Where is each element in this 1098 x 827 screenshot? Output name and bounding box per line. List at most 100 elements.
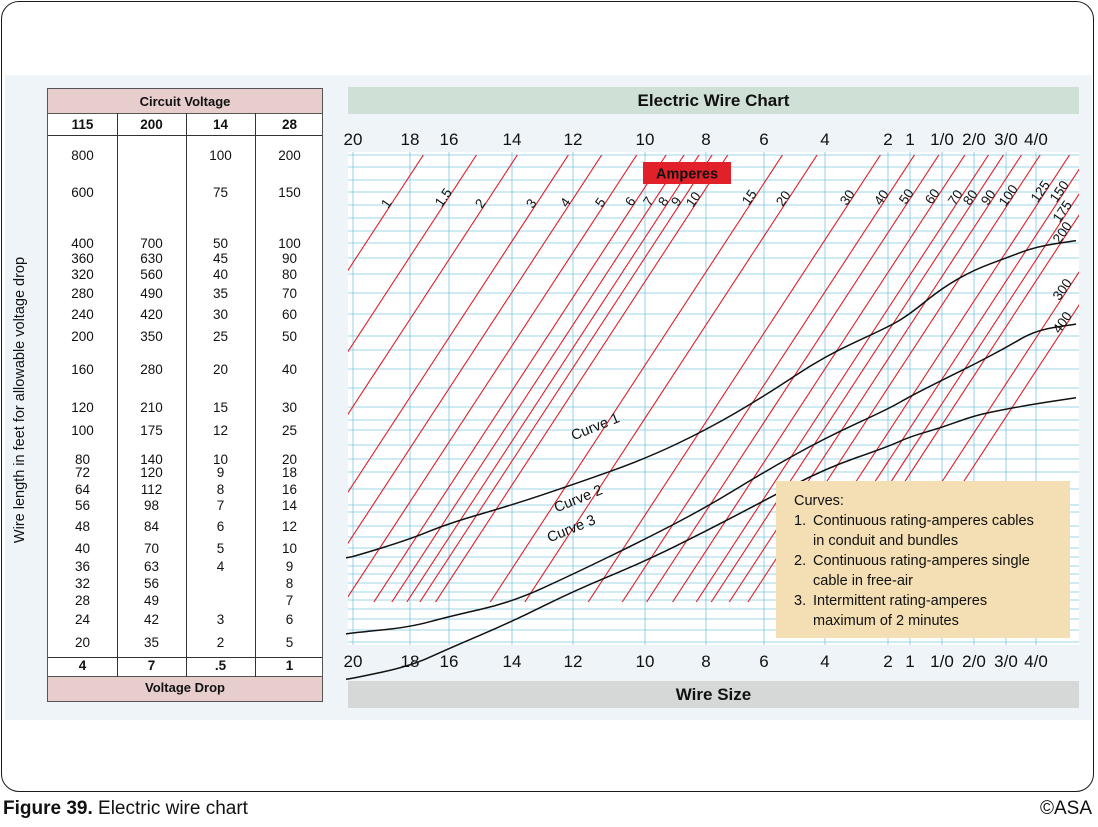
ampere-line-20 (524, 155, 818, 602)
voltage-table-cell: 90 (281, 251, 298, 266)
ampere-line-5 (348, 155, 638, 598)
voltage-column-header: 14 (212, 117, 229, 132)
voltage-table-cell: 140 (140, 452, 163, 467)
ampere-line-200 (825, 214, 1079, 602)
voltage-table-cell: 64 (74, 482, 91, 497)
x-tick-bottom: 2 (883, 652, 892, 671)
voltage-table-cell: 8 (216, 482, 225, 497)
x-tick-bottom: 8 (701, 652, 710, 671)
x-tick-top: 20 (344, 130, 363, 149)
ampere-line-1.5 (348, 155, 478, 353)
voltage-table-cell: 20 (281, 452, 298, 467)
voltage-table-cell: 40 (281, 362, 298, 377)
ampere-label: 15 (739, 187, 760, 208)
voltage-table-cell: 700 (140, 236, 163, 251)
x-tick-bottom: 10 (636, 652, 655, 671)
ampere-line-40 (621, 155, 916, 602)
voltage-table-cell: 4 (216, 559, 225, 574)
legend-item: 2. Continuous rating-amperes single cable … (794, 551, 1062, 591)
voltage-table-cell: 42 (143, 612, 160, 627)
voltage-table-cell: 50 (212, 236, 229, 251)
voltage-table-cell: 20 (74, 635, 91, 650)
voltage-table-cell: 84 (143, 519, 160, 534)
voltage-table-cell: 80 (281, 267, 298, 282)
voltage-table-cell: 60 (281, 307, 298, 322)
voltage-table-cell: 40 (74, 541, 91, 556)
table-column-divider (255, 113, 256, 677)
ampere-line-2 (348, 155, 518, 416)
ampere-line-4 (348, 155, 603, 545)
ampere-line-80 (710, 155, 1005, 602)
ampere-label: 60 (922, 186, 943, 207)
x-tick-top: 16 (440, 130, 459, 149)
x-tick-top: 2/0 (962, 130, 986, 149)
ampere-line-3 (348, 155, 569, 494)
x-tick-bottom: 20 (344, 652, 363, 671)
voltage-table-cell: 9 (216, 465, 225, 480)
legend-item-text: Continuous rating-amperes single cable in… (813, 551, 1062, 591)
x-tick-top: 1/0 (930, 130, 954, 149)
legend-title: Curves: (794, 493, 844, 509)
legend-item-text: Continuous rating-amperes cables in condu… (813, 511, 1062, 551)
voltage-table-header: Circuit Voltage (48, 89, 322, 114)
voltage-table-cell: 200 (278, 148, 301, 163)
ampere-line-15 (489, 155, 784, 602)
voltage-table-cell: 14 (281, 498, 298, 513)
x-tick-bottom: 1/0 (930, 652, 954, 671)
voltage-table-cell: 175 (140, 423, 163, 438)
legend-item-line: Continuous rating-amperes cables (813, 513, 1034, 529)
x-tick-top: 14 (503, 130, 522, 149)
table-column-divider (186, 113, 187, 677)
voltage-table-cell: 320 (71, 267, 94, 282)
voltage-table-cell: 63 (143, 559, 160, 574)
x-tick-top: 8 (701, 130, 710, 149)
chart-title: Electric Wire Chart (348, 87, 1079, 114)
x-tick-bottom: 4/0 (1024, 652, 1048, 671)
voltage-table-cell: 50 (281, 329, 298, 344)
voltage-table-cell: 400 (71, 236, 94, 251)
voltage-table-cell: 72 (74, 465, 91, 480)
x-tick-bottom: 1 (905, 652, 914, 671)
voltage-column-header: 115 (71, 117, 94, 132)
ampere-line-90 (728, 155, 1023, 602)
ampere-line-100 (747, 155, 1041, 602)
voltage-table-cell: 5 (216, 541, 225, 556)
voltage-table-cell: 280 (71, 286, 94, 301)
voltage-table-cell: 8 (285, 576, 294, 591)
x-tick-top: 4 (820, 130, 829, 149)
ampere-label: 90 (978, 187, 999, 208)
voltage-table-cell: 150 (278, 185, 301, 200)
curve-line-3 (345, 396, 1077, 681)
voltage-table-cell: 240 (71, 307, 94, 322)
voltage-drop-value: 1 (285, 658, 294, 673)
voltage-table-cell: 420 (140, 307, 163, 322)
voltage-table-cell: 30 (281, 400, 298, 415)
voltage-table-cell: 36 (74, 559, 91, 574)
ampere-label: 50 (896, 186, 917, 207)
ampere-line-10 (434, 155, 729, 602)
curve-line-2 (345, 323, 1077, 635)
voltage-table-cell: 70 (281, 286, 298, 301)
table-row-divider (48, 657, 322, 658)
voltage-table-cell: 10 (212, 452, 229, 467)
voltage-table-cell: 28 (74, 593, 91, 608)
voltage-table-cell: 490 (140, 286, 163, 301)
amperes-badge (643, 162, 731, 184)
ampere-line-9 (419, 155, 713, 602)
voltage-table-cell: 200 (71, 329, 94, 344)
legend-item-number: 3. (794, 593, 807, 609)
voltage-table-cell: 3 (216, 612, 225, 627)
ampere-line-8 (406, 155, 700, 602)
voltage-table-cell: 6 (216, 519, 225, 534)
x-tick-top: 12 (564, 130, 583, 149)
curves-legend: Curves: 1. Continuous rating-amperes cabl… (776, 481, 1070, 638)
voltage-table-cell: 280 (140, 362, 163, 377)
voltage-table-cell: 70 (143, 541, 160, 556)
ampere-line-1 (348, 155, 424, 272)
voltage-table-cell: 100 (209, 148, 232, 163)
x-tick-top: 6 (759, 130, 768, 149)
voltage-table-cell: 12 (281, 519, 298, 534)
voltage-table-cell: 25 (281, 423, 298, 438)
voltage-table-cell: 40 (212, 267, 229, 282)
figure-caption: Figure 39. Electric wire chart (3, 798, 248, 820)
